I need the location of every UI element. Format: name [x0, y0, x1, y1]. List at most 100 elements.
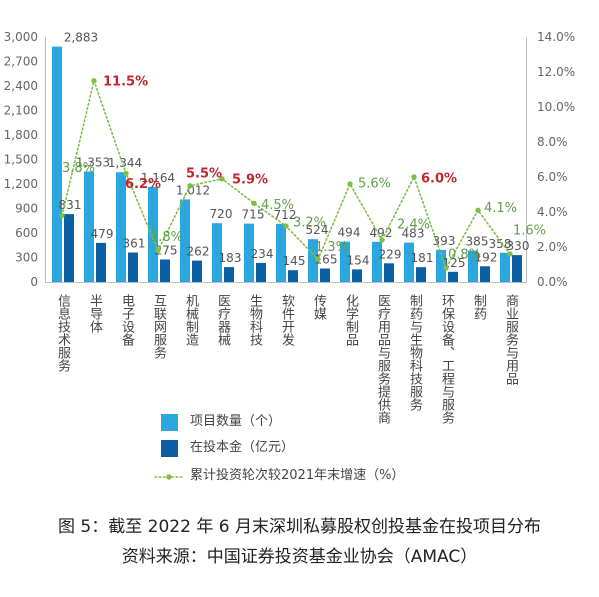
invested-capital-bar-value-label: 361 — [123, 237, 146, 251]
growth-rate-point — [91, 78, 97, 84]
y-right-tick-label: 0.0% — [537, 275, 568, 289]
y-left-tick-label: 2,400 — [4, 79, 38, 93]
y-right-tick-label: 8.0% — [537, 135, 568, 149]
y-left-tick-label: 1,500 — [4, 153, 38, 167]
growth-rate-point — [155, 247, 161, 254]
invested-capital-bar-value-label: 479 — [91, 227, 114, 241]
invested-capital-bar — [64, 214, 74, 282]
y-right-tick-label: 6.0% — [537, 170, 568, 184]
invested-capital-bar — [256, 262, 266, 282]
growth-rate-value-label: 2.4% — [397, 218, 430, 233]
project-count-bar-value-label: 2,883 — [64, 31, 98, 45]
x-category-label: 医疗用品与服务提供商 — [375, 294, 390, 424]
project-count-bar-value-label: 1,344 — [108, 156, 142, 170]
invested-capital-bar — [352, 269, 362, 282]
project-count-bar — [180, 199, 190, 282]
invested-capital-bar — [416, 267, 426, 282]
project-count-bar — [404, 242, 414, 282]
x-category-label: 商业服务与用品 — [503, 294, 518, 385]
invested-capital-bar-value-label: 125 — [443, 256, 466, 270]
project-count-bar — [116, 172, 126, 282]
growth-rate-value-label: 5.9% — [232, 172, 268, 187]
x-category-label: 医疗器械 — [215, 294, 230, 346]
project-count-bar — [500, 252, 510, 282]
growth-rate-point — [283, 223, 289, 229]
growth-rate-value-label: 1.3% — [315, 240, 348, 255]
project-count-bar-value-label: 1,164 — [141, 171, 175, 185]
growth-rate-value-label: 5.5% — [186, 166, 222, 181]
x-category-label: 互联网服务 — [151, 294, 166, 359]
x-category-label: 生物科技 — [247, 294, 262, 346]
growth-rate-point — [123, 170, 129, 177]
invested-capital-bar — [512, 255, 522, 282]
growth-rate-value-label: 4.1% — [484, 201, 517, 216]
y-right-tick-label: 4.0% — [537, 205, 568, 219]
project-count-bar — [436, 249, 446, 282]
figure-caption: 图 5：截至 2022 年 6 月末深圳私募股权创投基金在投项目分布 — [58, 517, 541, 537]
project-count-bar — [340, 241, 350, 282]
x-category-label: 信息技术服务 — [55, 294, 70, 372]
y-left-tick-label: 2,700 — [4, 55, 38, 69]
y-right-tick-label: 10.0% — [537, 100, 575, 114]
y-left-tick-label: 600 — [15, 226, 38, 240]
invested-capital-bar-value-label: 262 — [187, 245, 210, 259]
x-category-label: 机械制造 — [183, 294, 198, 346]
invested-capital-bar — [128, 252, 138, 282]
project-count-bar — [52, 46, 62, 282]
y-right-tick-label: 12.0% — [537, 65, 575, 79]
invested-capital-bar-value-label: 154 — [347, 253, 370, 267]
growth-rate-value-label: 3.8% — [62, 161, 95, 176]
x-category-label: 化学制品 — [343, 294, 358, 346]
growth-rate-value-label: 6.0% — [421, 172, 457, 187]
invested-capital-bar-value-label: 330 — [507, 239, 530, 253]
legend-swatch-growth-line — [154, 474, 184, 480]
invested-capital-bar — [288, 270, 298, 282]
growth-rate-value-label: 0.8% — [448, 248, 481, 263]
project-count-bar-value-label: 1,012 — [176, 183, 210, 197]
growth-rate-value-label: 6.2% — [125, 177, 161, 192]
invested-capital-bar — [320, 268, 330, 282]
project-count-bar-value-label: 483 — [402, 227, 425, 241]
growth-rate-points — [59, 78, 513, 271]
project-count-bar-value-label: 494 — [338, 226, 361, 240]
project-count-bar — [212, 223, 222, 282]
legend-label-project-count: 项目数量（个） — [190, 414, 282, 429]
x-category-label: 软件开发 — [279, 294, 294, 346]
growth-rate-value-label: 5.6% — [358, 177, 391, 192]
growth-rate-point — [443, 265, 449, 271]
legend-swatch-invested-capital — [161, 440, 178, 457]
y-left-tick-label: 900 — [15, 202, 38, 216]
project-count-bar-value-label: 393 — [433, 234, 456, 248]
growth-rate-point — [379, 237, 385, 243]
invested-capital-bar-value-label: 181 — [411, 251, 434, 265]
figure-source: 资料来源：中国证券投资基金业协会（AMAC） — [121, 547, 478, 567]
growth-rate-point — [347, 181, 353, 187]
growth-rate-point — [507, 251, 513, 257]
growth-rate-value-label: 4.5% — [261, 198, 294, 213]
growth-rate-point — [411, 174, 417, 180]
invested-capital-bar — [384, 263, 394, 282]
invested-capital-bar — [480, 266, 490, 282]
project-count-bar-value-label: 720 — [210, 207, 233, 221]
y-left-tick-label: 300 — [15, 251, 38, 265]
growth-rate-point — [59, 212, 65, 219]
project-count-bar-value-label: 715 — [242, 208, 265, 222]
project-count-bar-value-label: 524 — [306, 223, 329, 237]
growth-rate-value-label: 3.2% — [293, 216, 326, 231]
growth-rate-point — [251, 200, 257, 206]
growth-rate-point — [315, 256, 321, 262]
legend-label-growth-rate: 累计投资轮次较2021年末增速（%） — [190, 468, 405, 483]
y-right-tick-label: 2.0% — [537, 240, 568, 254]
y-left-tick-label: 0 — [30, 275, 38, 289]
project-count-bar — [244, 223, 254, 282]
x-category-label: 制药 — [471, 294, 486, 320]
project-count-bar-value-label: 1,353 — [76, 156, 110, 170]
growth-rate-point — [219, 176, 225, 182]
invested-capital-bar-value-label: 183 — [219, 251, 242, 265]
y-left-tick-label: 1,800 — [4, 128, 38, 142]
chart-plot-area: 0 300 600 900 1,200 1,500 1,800 2,100 2,400 2,700… — [4, 30, 575, 289]
y-left-tick-label: 2,100 — [4, 104, 38, 118]
x-category-label: 制药与生物科技服务 — [407, 294, 422, 411]
